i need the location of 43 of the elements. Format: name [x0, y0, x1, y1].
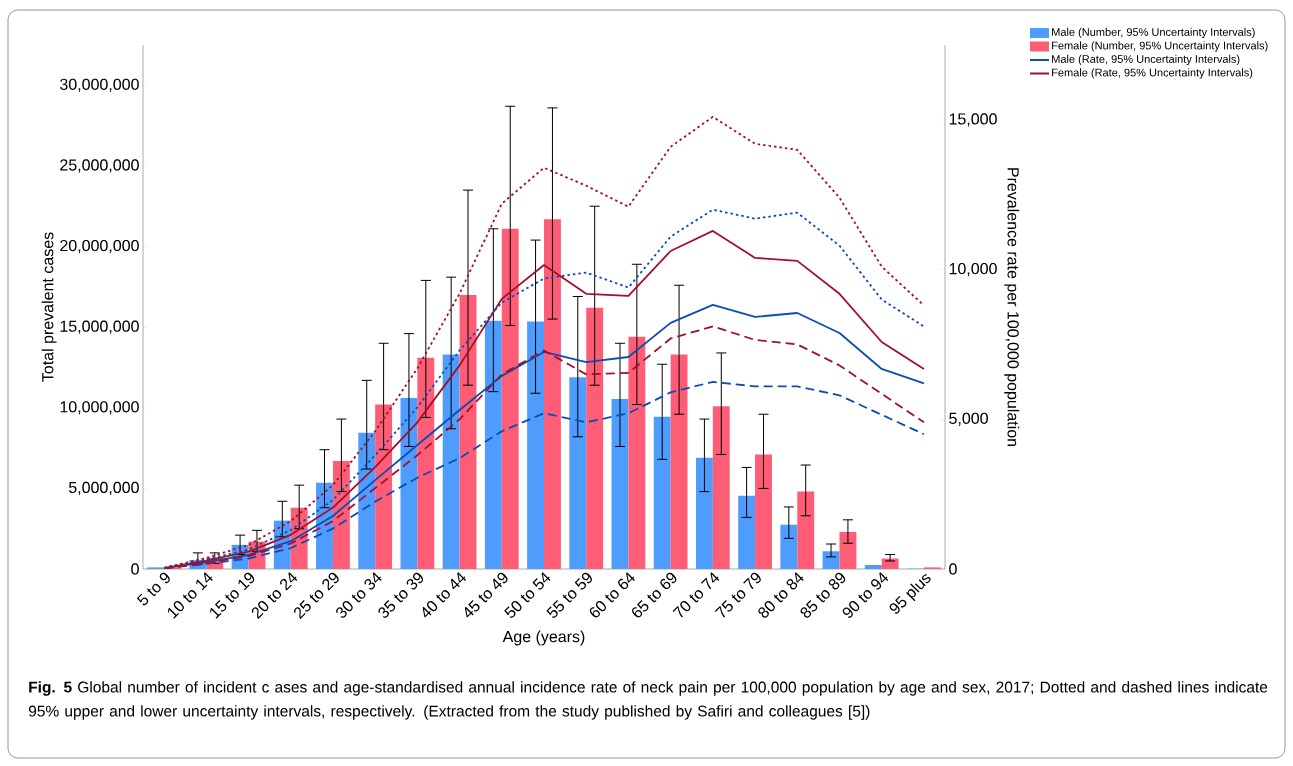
y2-tick-label: 10,000	[949, 262, 997, 277]
bar	[780, 524, 798, 569]
bar	[442, 354, 460, 569]
y2-tick-label: 15,000	[949, 113, 997, 127]
bar	[400, 398, 418, 569]
legend-label: Female (Number, 95% Uncertainty Intervals)	[1052, 41, 1268, 52]
y-tick-label: 30,000,000	[60, 78, 139, 92]
bar	[569, 377, 587, 569]
y-tick-label: 10,000,000	[60, 401, 139, 415]
bar	[611, 398, 629, 569]
bar	[755, 454, 772, 569]
bar	[738, 495, 756, 569]
bar	[864, 564, 882, 569]
y2-axis-title: Prevalence rate per 100,000 population	[1004, 168, 1020, 446]
bar	[695, 457, 713, 569]
x-axis-title: Age (years)	[502, 630, 585, 646]
bar	[653, 416, 671, 569]
y-tick-label: 20,000,000	[60, 239, 139, 254]
y-tick-label: 0	[131, 563, 139, 575]
bar	[797, 491, 815, 569]
bar	[544, 219, 561, 569]
bar	[527, 321, 544, 569]
text: Fig. 5 Global number of incident c ases and age-standardised annual incidence rate of neck pain per 100,000 population by age and sex, 2017; Dotted and dashed lines indicate 95% upper and lower uncertainty intervals, respectively. (Extracted from the study published by Safiri and colleagues [5])	[28, 681, 1268, 720]
y-axis-title: Total prevalent cases	[41, 232, 57, 382]
legend-label: Male (Rate, 95% Uncertainty Intervals)	[1052, 54, 1240, 66]
bar	[501, 228, 519, 569]
y-tick-label: 25,000,000	[60, 159, 139, 173]
bar	[459, 294, 477, 569]
y-tick-label: 5,000,000	[68, 481, 139, 495]
bar	[822, 551, 840, 569]
bar	[375, 404, 393, 569]
y2-tick-label: 5,000	[949, 412, 988, 426]
bar	[586, 307, 604, 569]
y2-tick-label: 0	[949, 563, 957, 575]
bar	[712, 406, 730, 569]
bar	[628, 336, 646, 569]
legend-label: Male (Number, 95% Uncertainty Intervals)	[1052, 27, 1255, 39]
bar	[670, 354, 688, 569]
y-tick-label: 15,000,000	[60, 320, 139, 334]
bar	[417, 357, 435, 569]
legend-label: Female (Rate, 95% Uncertainty Intervals)	[1052, 68, 1253, 79]
bar	[484, 320, 502, 569]
bar	[839, 531, 857, 569]
